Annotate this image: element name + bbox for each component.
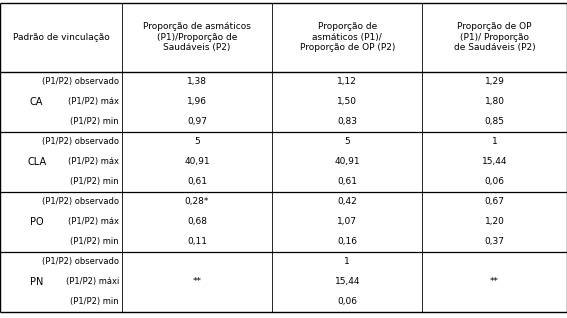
Text: 1,80: 1,80 [485,97,505,106]
Text: 1,96: 1,96 [187,97,207,106]
Text: 15,44: 15,44 [482,157,507,166]
Text: 1,20: 1,20 [485,217,505,226]
Text: PO: PO [29,217,44,227]
Text: 1,07: 1,07 [337,217,357,226]
Text: 15,44: 15,44 [335,277,360,287]
Text: 1,12: 1,12 [337,77,357,86]
Text: Proporção de
asmáticos (P1)/
Proporção de OP (P2): Proporção de asmáticos (P1)/ Proporção d… [299,23,395,52]
Text: Proporção de OP
(P1)/ Proporção
de Saudáveis (P2): Proporção de OP (P1)/ Proporção de Saudá… [454,23,535,52]
Text: (P1/P2) min: (P1/P2) min [70,237,119,246]
Text: 1,38: 1,38 [187,77,207,86]
Text: 40,91: 40,91 [335,157,360,166]
Text: (P1/P2) observado: (P1/P2) observado [42,197,119,206]
Text: 0,42: 0,42 [337,197,357,206]
Text: 0,68: 0,68 [187,217,207,226]
Text: (P1/P2) máx: (P1/P2) máx [68,157,119,166]
Text: 40,91: 40,91 [184,157,210,166]
Text: (P1/P2) min: (P1/P2) min [70,117,119,126]
Text: 5: 5 [194,137,200,146]
Text: (P1/P2) máxi: (P1/P2) máxi [66,277,119,287]
Text: PN: PN [30,277,43,287]
Text: 0,85: 0,85 [485,117,505,126]
Text: 1: 1 [344,257,350,266]
Text: (P1/P2) observado: (P1/P2) observado [42,257,119,266]
Text: (P1/P2) min: (P1/P2) min [70,297,119,307]
Text: (P1/P2) observado: (P1/P2) observado [42,137,119,146]
Text: (P1/P2) máx: (P1/P2) máx [68,97,119,106]
Text: 0,67: 0,67 [485,197,505,206]
Text: 0,16: 0,16 [337,237,357,246]
Text: 0,06: 0,06 [337,297,357,307]
Text: Proporção de asmáticos
(P1)/Proporção de
Saudáveis (P2): Proporção de asmáticos (P1)/Proporção de… [143,23,251,52]
Text: 1: 1 [492,137,498,146]
Text: 1,29: 1,29 [485,77,505,86]
Text: 1,50: 1,50 [337,97,357,106]
Text: (P1/P2) observado: (P1/P2) observado [42,77,119,86]
Text: CLA: CLA [27,157,46,167]
Text: 0,97: 0,97 [187,117,207,126]
Text: 0,83: 0,83 [337,117,357,126]
Text: 0,37: 0,37 [485,237,505,246]
Text: 0,61: 0,61 [187,177,207,186]
Text: 0,28*: 0,28* [185,197,209,206]
Text: 0,11: 0,11 [187,237,207,246]
Text: (P1/P2) min: (P1/P2) min [70,177,119,186]
Text: **: ** [193,277,201,287]
Text: Padrão de vinculação: Padrão de vinculação [12,33,109,42]
Text: (P1/P2) máx: (P1/P2) máx [68,217,119,226]
Text: 0,61: 0,61 [337,177,357,186]
Text: **: ** [490,277,499,287]
Text: 5: 5 [344,137,350,146]
Text: CA: CA [30,97,43,107]
Text: 0,06: 0,06 [485,177,505,186]
